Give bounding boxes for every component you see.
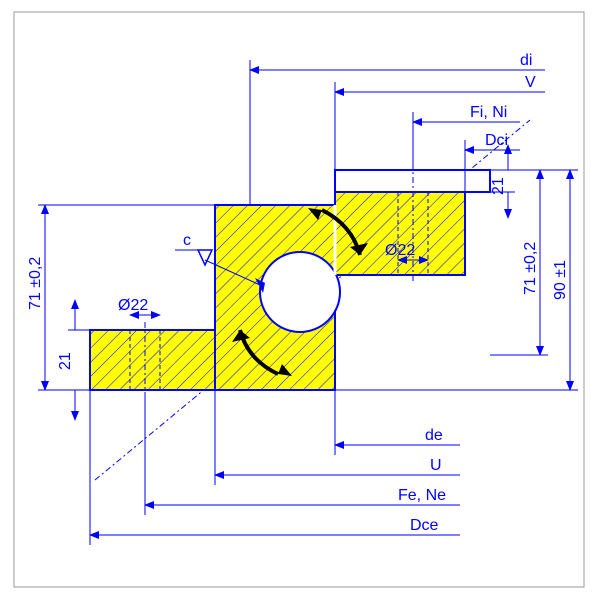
label-dia22-left: Ø22 xyxy=(118,297,148,314)
label-21-right: 21 xyxy=(490,177,507,195)
technical-drawing: c di V Fi, Ni Dci de U Fe, Ne Dce 71 ±0,… xyxy=(0,0,600,600)
label-FiNi: Fi, Ni xyxy=(470,104,507,121)
welding-label: c xyxy=(183,232,191,249)
label-90: 90 ±1 xyxy=(552,260,569,300)
main-body xyxy=(90,170,490,390)
label-de: de xyxy=(425,427,443,444)
label-Dci: Dci xyxy=(485,132,508,149)
label-71-left: 71 ±0,2 xyxy=(27,257,44,310)
label-21-left: 21 xyxy=(57,352,74,370)
label-U: U xyxy=(430,457,442,474)
label-Dce: Dce xyxy=(410,517,439,534)
label-dia22-right: Ø22 xyxy=(385,242,415,259)
label-71-right: 71 ±0,2 xyxy=(522,242,539,295)
label-di: di xyxy=(520,52,532,69)
label-FeNe: Fe, Ne xyxy=(398,487,446,504)
label-V: V xyxy=(525,74,536,91)
